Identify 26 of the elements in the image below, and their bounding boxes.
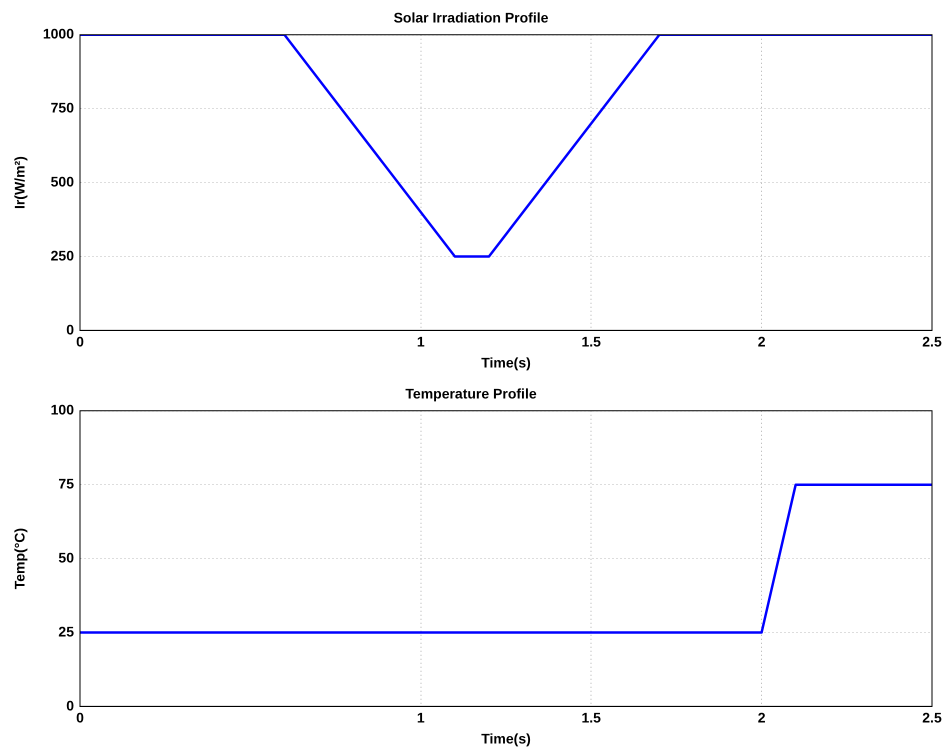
y-tick-label: 25 bbox=[58, 623, 74, 640]
y-tick-label: 50 bbox=[58, 549, 74, 566]
y-tick-label: 0 bbox=[66, 697, 74, 714]
chart-title: Solar Irradiation Profile bbox=[394, 9, 549, 26]
y-tick-label: 0 bbox=[66, 321, 74, 338]
x-tick-label: 1.5 bbox=[581, 334, 602, 350]
chart-title: Temperature Profile bbox=[405, 385, 537, 402]
y-tick-label: 1000 bbox=[42, 26, 74, 42]
y-tick-label: 500 bbox=[50, 173, 74, 190]
y-axis-title: Temp(°C) bbox=[11, 528, 28, 590]
x-tick-label: 2.5 bbox=[922, 710, 942, 726]
x-tick-label: 1 bbox=[416, 334, 425, 350]
x-tick-label: 0 bbox=[76, 334, 84, 350]
y-tick-label: 250 bbox=[50, 247, 74, 264]
x-axis-title: Time(s) bbox=[481, 354, 531, 370]
x-tick-label: 1.5 bbox=[581, 710, 602, 726]
x-tick-label: 0 bbox=[76, 710, 84, 726]
x-tick-label: 2 bbox=[758, 334, 766, 350]
y-tick-label: 100 bbox=[50, 402, 74, 418]
y-axis-title: Ir(W/m²) bbox=[11, 156, 28, 210]
y-tick-label: 75 bbox=[58, 476, 74, 492]
x-tick-label: 2.5 bbox=[922, 334, 942, 350]
y-tick-label: 750 bbox=[50, 100, 74, 116]
x-tick-label: 2 bbox=[758, 710, 766, 726]
x-axis-title: Time(s) bbox=[481, 730, 531, 746]
x-tick-label: 1 bbox=[416, 710, 425, 726]
